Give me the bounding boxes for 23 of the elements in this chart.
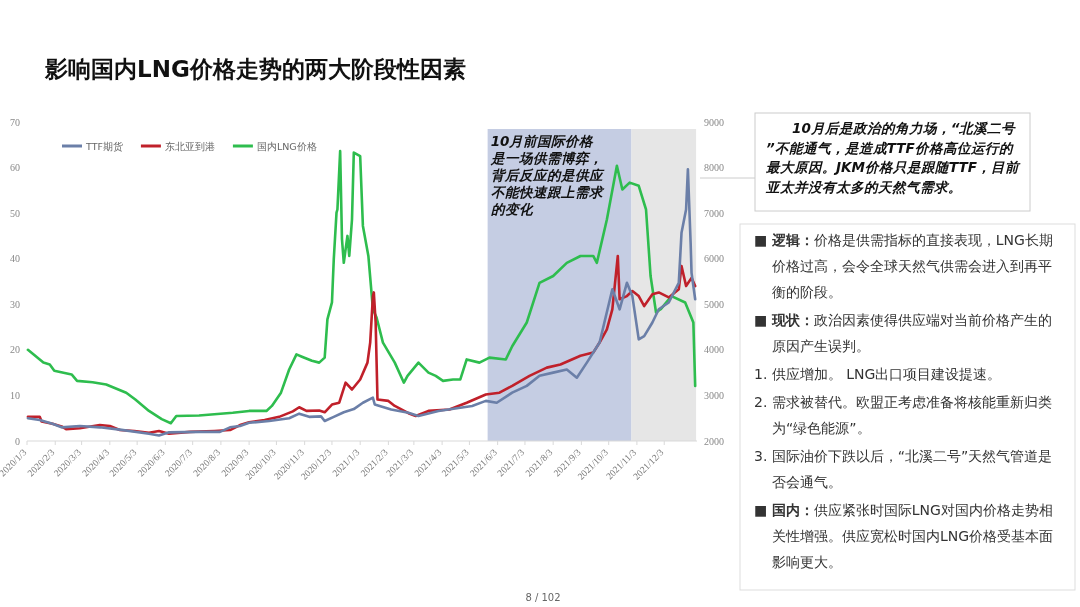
text-panel: ■ 逻辑：价格是供需指标的直接表现，LNG长期价格过高，会令全球天然气供需会进入到再平衡的阶段。 ■ 现状：政治因素使得供应端对当前价格产生的原因产生误判。 1. 供应增加。 LNG出口项目建设提速。 2. 需求被替代。欧盟正考虑准备将核能重新归类为“绿色能源”。 3. 国际油价下跌以后，“北溪二号”天然气管道是否会通气。 ■ 国内：供应紧张时国际LNG对国内价格走势相关性增强。供应宽松时国内LNG价格受基本面影响更大。 <box>739 223 1076 591</box>
band-label: 10月前国际价格是一场供需博弈，背后反应的是供应不能快速跟上需求的变化 <box>490 133 603 217</box>
y-tick-label: 70 <box>10 116 20 128</box>
text: 8 / 102 <box>525 592 561 603</box>
y-tick-label: 20 <box>10 344 20 356</box>
legend-label: 国内LNG价格 <box>256 140 317 152</box>
legend-label: 东北亚到港 <box>164 140 215 152</box>
y2-tick-label: 4000 <box>704 344 724 356</box>
legend-label: TTF期货 <box>85 140 123 152</box>
y2-tick-label: 8000 <box>704 162 724 174</box>
y-tick-label: 10 <box>10 389 20 401</box>
y2-tick-label: 9000 <box>704 116 724 128</box>
y2-tick-label: 6000 <box>704 253 724 265</box>
y-tick-label: 50 <box>10 207 20 219</box>
y2-tick-label: 2000 <box>704 435 724 447</box>
y-tick-label: 40 <box>10 253 20 265</box>
y-tick-label: 60 <box>10 162 20 174</box>
y2-tick-label: 3000 <box>704 389 724 401</box>
y2-tick-label: 5000 <box>704 298 724 310</box>
y2-tick-label: 7000 <box>704 207 724 219</box>
y-tick-label: 30 <box>10 298 20 310</box>
chart-title: 影响国内LNG价格走势的两大阶段性因素 <box>44 56 466 82</box>
y-tick-label: 0 <box>15 435 20 447</box>
